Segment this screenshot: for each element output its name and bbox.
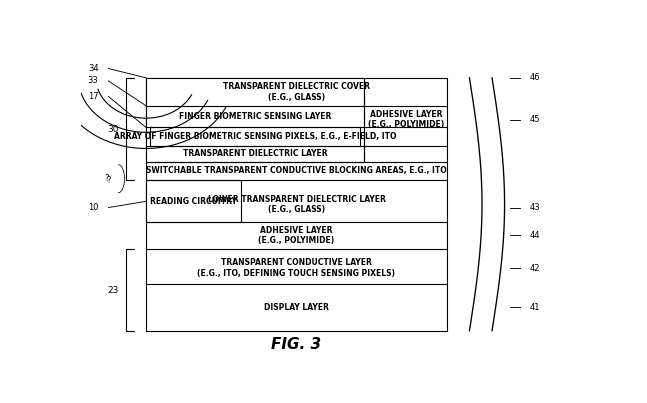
Bar (146, 78, 364, 162)
Text: TRANSPARENT CONDUCTIVE LAYER
(E.G., ITO, DEFINING TOUCH SENSING PIXELS): TRANSPARENT CONDUCTIVE LAYER (E.G., ITO,… (197, 258, 395, 278)
Text: ADHESIVE LAYER
(E.G., POLYIMIDE): ADHESIVE LAYER (E.G., POLYIMIDE) (367, 110, 444, 129)
Text: FINGER BIOMETRIC SENSING LAYER: FINGER BIOMETRIC SENSING LAYER (179, 112, 331, 121)
Text: 34: 34 (88, 64, 98, 73)
Text: TRANSPARENT DIELECTRIC LAYER: TRANSPARENT DIELECTRIC LAYER (183, 150, 327, 158)
Text: FIG. 3: FIG. 3 (272, 337, 322, 353)
Text: 33: 33 (88, 77, 98, 85)
Text: 46: 46 (530, 73, 540, 82)
Text: 23: 23 (107, 286, 118, 295)
Bar (149, 127, 360, 146)
Text: ADHESIVE LAYER
(E.G., POLYIMIDE): ADHESIVE LAYER (E.G., POLYIMIDE) (258, 226, 334, 245)
Text: TRANSPARENT DIELECTRIC COVER
(E.G., GLASS): TRANSPARENT DIELECTRIC COVER (E.G., GLAS… (223, 82, 370, 102)
Text: LOWER TRANSPARENT DIELECTRIC LAYER
(E.G., GLASS): LOWER TRANSPARENT DIELECTRIC LAYER (E.G.… (208, 195, 386, 214)
Text: ?: ? (104, 174, 109, 183)
Text: ?: ? (107, 176, 111, 185)
Text: 10: 10 (88, 203, 98, 212)
Text: 44: 44 (530, 231, 540, 240)
Text: 41: 41 (530, 303, 540, 312)
Bar (146, 180, 241, 222)
Text: 43: 43 (530, 203, 540, 212)
Text: ARRAY OF FINGER BIOMETRIC SENSING PIXELS, E.G., E-FIELD, ITO: ARRAY OF FINGER BIOMETRIC SENSING PIXELS… (114, 132, 397, 141)
Text: 17: 17 (88, 92, 98, 101)
Text: 45: 45 (530, 115, 540, 124)
Text: READING CIRCUITRY: READING CIRCUITRY (150, 197, 237, 206)
Text: SWITCHABLE TRANSPARENT CONDUCTIVE BLOCKING AREAS, E.G., ITO: SWITCHABLE TRANSPARENT CONDUCTIVE BLOCKI… (146, 166, 447, 175)
Text: 30: 30 (107, 125, 118, 133)
Bar (146, 78, 447, 331)
Text: 42: 42 (530, 264, 540, 272)
Text: DISPLAY LAYER: DISPLAY LAYER (264, 303, 329, 312)
